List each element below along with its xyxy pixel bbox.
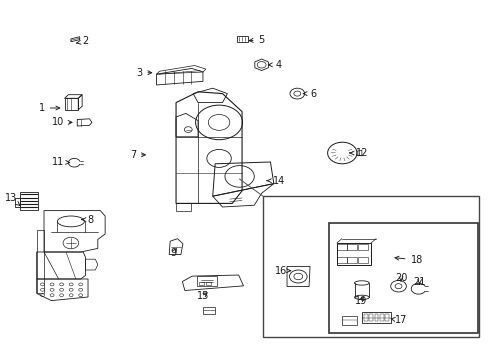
Bar <box>346 257 356 263</box>
Text: 12: 12 <box>349 148 367 158</box>
Bar <box>368 314 372 321</box>
Bar <box>336 244 346 250</box>
Text: 2: 2 <box>77 36 88 46</box>
Text: 7: 7 <box>130 150 145 160</box>
Bar <box>363 314 367 321</box>
Bar <box>385 314 388 321</box>
Text: 4: 4 <box>268 60 281 70</box>
Text: 16: 16 <box>274 266 290 276</box>
Text: 3: 3 <box>136 68 151 78</box>
Text: 6: 6 <box>303 89 315 99</box>
Bar <box>64 98 78 110</box>
Bar <box>374 314 378 321</box>
Bar <box>336 243 370 265</box>
Text: 8: 8 <box>81 215 93 225</box>
Bar <box>357 257 367 263</box>
Text: 14: 14 <box>266 176 285 186</box>
Text: 21: 21 <box>412 276 425 287</box>
Text: 10: 10 <box>51 117 72 127</box>
Text: 18: 18 <box>394 255 422 265</box>
Bar <box>199 282 203 285</box>
Bar <box>361 312 390 323</box>
Bar <box>237 36 247 42</box>
Bar <box>20 192 38 210</box>
Bar <box>328 223 477 333</box>
Bar <box>263 196 478 337</box>
Bar <box>205 282 210 285</box>
Text: 15: 15 <box>196 291 209 301</box>
Text: 5: 5 <box>249 35 264 45</box>
Bar <box>357 244 367 250</box>
Bar <box>346 244 356 250</box>
Bar <box>336 257 346 263</box>
Text: 17: 17 <box>390 315 407 325</box>
Text: 1: 1 <box>39 103 60 113</box>
Text: 20: 20 <box>394 273 407 283</box>
Text: 13: 13 <box>4 193 20 206</box>
Text: 19: 19 <box>354 296 366 306</box>
Text: 9: 9 <box>170 248 176 258</box>
Text: 11: 11 <box>51 157 70 167</box>
Bar <box>197 276 216 286</box>
Bar <box>342 316 356 325</box>
Bar <box>379 314 383 321</box>
